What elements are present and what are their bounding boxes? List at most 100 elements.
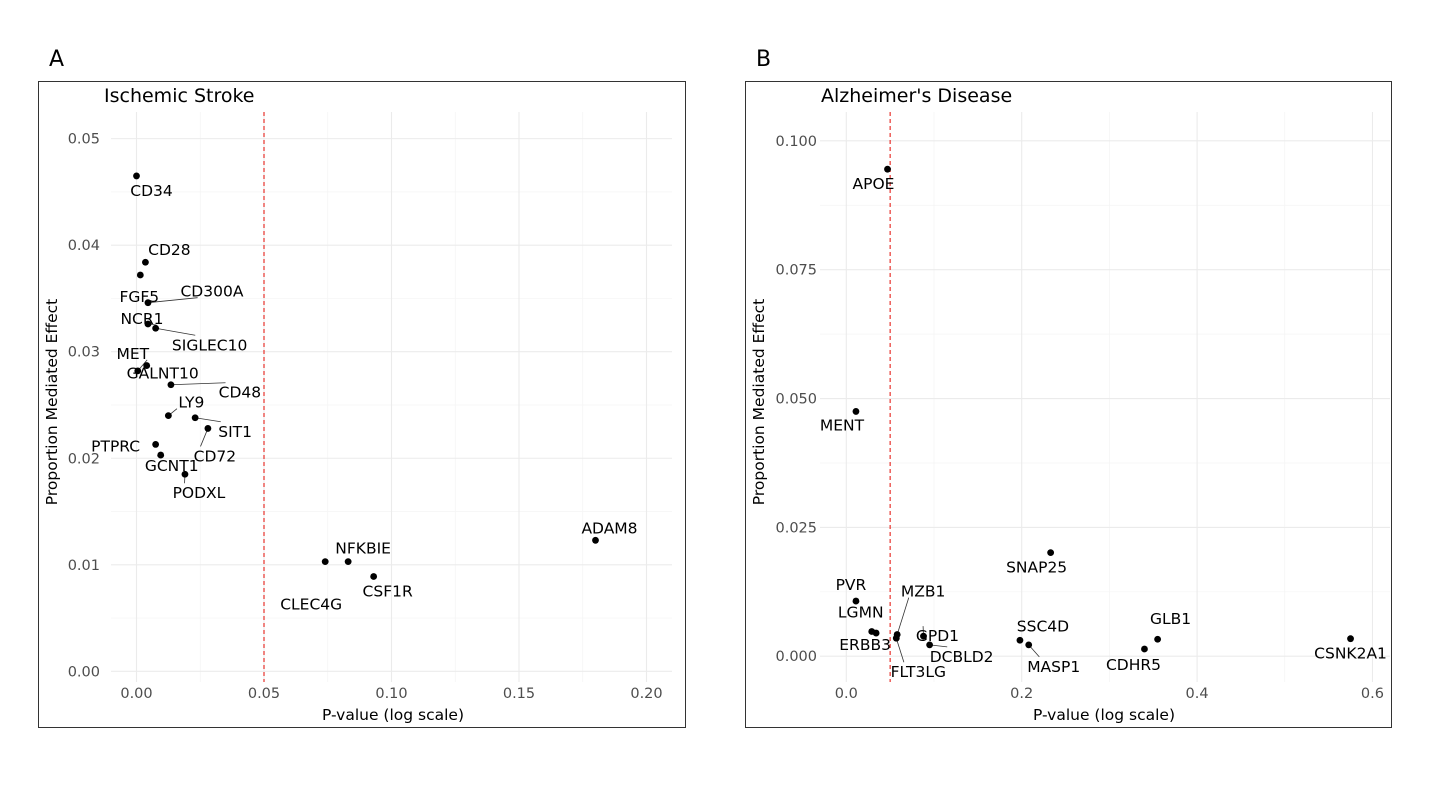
y-tick-label: 0.075 <box>775 263 817 279</box>
point-label-cd48: CD48 <box>219 384 261 402</box>
leader-line-cd300a <box>147 297 198 304</box>
x-axis-label-a: P-value (log scale) <box>322 706 464 724</box>
point-csf1r <box>370 573 378 580</box>
point-masp1 <box>1025 641 1033 649</box>
point-label-adam8: ADAM8 <box>581 519 637 537</box>
x-tick-label: 0.00 <box>120 686 152 702</box>
leader-line-cd48 <box>170 382 226 386</box>
y-tick-label: 0.02 <box>68 451 100 467</box>
point-label-mzb1: MZB1 <box>901 583 946 601</box>
point-cdhr5 <box>1141 645 1148 653</box>
point-dcbld2 <box>926 641 934 649</box>
y-tick-label: 0.04 <box>68 238 100 254</box>
point-met <box>134 367 142 375</box>
y-tick-label: 0.05 <box>68 132 100 148</box>
point-label-cd34: CD34 <box>130 182 172 200</box>
point-label-csf1r: CSF1R <box>363 583 413 601</box>
point-adam8 <box>592 536 599 544</box>
y-tick-label: 0.025 <box>775 520 817 536</box>
point-pvr <box>852 597 860 605</box>
point-cd28 <box>142 258 149 266</box>
panel-b-frame <box>745 81 1392 728</box>
panel-letter-a: A <box>49 47 64 72</box>
y-tick-label: 0.050 <box>775 392 817 408</box>
point-label-cdhr5: CDHR5 <box>1106 656 1161 674</box>
point-cd34 <box>133 172 140 180</box>
point-label-fgf5: FGF5 <box>119 288 159 306</box>
point-cd300a <box>144 299 152 307</box>
point-erbb3 <box>872 629 880 637</box>
point-clec4g <box>321 558 329 566</box>
panel-b-title: Alzheimer's Disease <box>821 85 1012 107</box>
point-siglec10 <box>152 324 160 332</box>
point-label-apoe: APOE <box>853 175 895 193</box>
point-label-glb1: GLB1 <box>1150 610 1191 628</box>
point-gpd1 <box>920 632 927 640</box>
y-tick-label: 0.000 <box>775 649 817 665</box>
y-axis-label-b: Proportion Mediated Effect <box>750 299 768 505</box>
point-label-sit1: SIT1 <box>218 423 252 441</box>
point-cd72 <box>204 425 212 432</box>
leader-line-sit1 <box>195 417 221 423</box>
point-label-clec4g: CLEC4G <box>280 596 342 614</box>
x-tick-label: 0.4 <box>1186 686 1209 702</box>
point-ment <box>852 408 860 415</box>
point-label-csnk2a1: CSNK2A1 <box>1314 645 1387 663</box>
x-tick-label: 0.10 <box>375 686 407 702</box>
point-label-gcnt1: GCNT1 <box>145 457 199 475</box>
point-label-galnt10: GALNT10 <box>127 365 199 383</box>
point-label-cd72: CD72 <box>194 447 236 465</box>
point-galnt10 <box>143 362 151 369</box>
point-flt3lg <box>892 634 900 642</box>
point-cd48 <box>167 381 175 389</box>
point-ptprc <box>152 441 160 448</box>
panel-a: A CD34 CD28 FGF5 CD300A NCR1 SIGLEC10 MET GALNT… <box>38 47 686 728</box>
point-label-dcbld2: DCBLD2 <box>930 648 994 666</box>
point-label-nfkbie: NFKBIE <box>335 540 391 558</box>
point-label-siglec10: SIGLEC10 <box>172 336 247 354</box>
y-tick-label: 0.01 <box>68 558 100 574</box>
point-podxl <box>181 470 189 478</box>
point-snap25 <box>1047 549 1055 557</box>
panel-a-frame <box>38 81 686 728</box>
point-label-snap25: SNAP25 <box>1006 559 1067 577</box>
point-ly9 <box>164 412 172 420</box>
y-tick-label: 0.100 <box>775 134 817 150</box>
point-ncr1 <box>144 320 152 328</box>
x-tick-label: 0.20 <box>630 686 662 702</box>
panel-letter-b: B <box>756 47 771 72</box>
point-label-ment: MENT <box>820 416 865 434</box>
point-label-cd28: CD28 <box>148 241 190 259</box>
point-label-ptprc: PTPRC <box>91 437 140 455</box>
x-axis-label-b: P-value (log scale) <box>1033 706 1175 724</box>
point-glb1 <box>1154 635 1162 643</box>
point-label-ssc4d: SSC4D <box>1017 617 1069 635</box>
leader-line-mzb1 <box>896 597 910 635</box>
point-label-podxl: PODXL <box>173 484 226 502</box>
y-axis-label-a: Proportion Mediated Effect <box>43 299 61 505</box>
point-sit1 <box>191 414 199 422</box>
point-label-lgmn: LGMN <box>838 603 884 621</box>
point-label-ncr1: NCR1 <box>120 310 163 328</box>
point-label-erbb3: ERBB3 <box>839 636 891 654</box>
point-label-ly9: LY9 <box>178 394 204 412</box>
point-label-met: MET <box>116 345 149 363</box>
x-tick-label: 0.2 <box>1010 686 1033 702</box>
point-label-masp1: MASP1 <box>1027 658 1080 676</box>
x-tick-label: 0.05 <box>248 686 280 702</box>
point-label-flt3lg: FLT3LG <box>891 663 946 681</box>
point-label-gpd1: GPD1 <box>916 627 959 645</box>
point-csnk2a1 <box>1347 635 1354 643</box>
x-tick-label: 0.15 <box>503 686 535 702</box>
point-fgf5 <box>136 271 144 279</box>
point-label-cd300a: CD300A <box>180 283 243 301</box>
point-ssc4d <box>1016 636 1024 644</box>
y-tick-label: 0.00 <box>68 664 100 680</box>
point-gcnt1 <box>157 451 165 459</box>
y-tick-label: 0.03 <box>68 345 100 361</box>
point-apoe <box>884 165 891 173</box>
point-label-pvr: PVR <box>836 576 867 594</box>
panel-a-title: Ischemic Stroke <box>104 85 255 107</box>
